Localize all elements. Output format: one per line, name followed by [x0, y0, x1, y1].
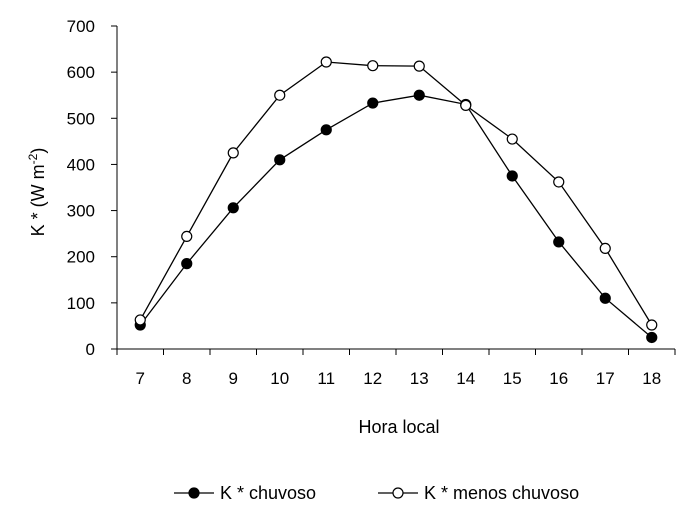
y-axis-title-close: ): [28, 148, 48, 154]
y-tick-label: 400: [67, 155, 95, 174]
x-tick-label: 17: [596, 369, 615, 388]
data-point: [134, 314, 146, 326]
y-axis-title-main: K * (W m: [28, 164, 48, 236]
y-axis-title-superscript: -2: [26, 153, 40, 164]
data-point: [646, 319, 658, 331]
legend: K * chuvoso K * menos chuvoso: [174, 483, 579, 503]
legend-label: K * chuvoso: [220, 483, 316, 503]
x-tick-label: 14: [456, 369, 475, 388]
y-axis-title: K * (W m-2): [26, 148, 48, 237]
x-tick-label: 18: [642, 369, 661, 388]
data-point: [506, 133, 518, 145]
series-layer: [134, 56, 658, 344]
legend-marker: [392, 487, 404, 499]
series-line: [139, 94, 653, 338]
data-point: [274, 89, 286, 101]
legend-item: K * menos chuvoso: [378, 483, 579, 503]
data-point: [506, 170, 518, 182]
y-tick-label: 700: [67, 17, 95, 36]
x-tick-label: 7: [136, 369, 145, 388]
data-point: [599, 292, 611, 304]
x-tick-label: 12: [363, 369, 382, 388]
series-1: [134, 89, 658, 344]
y-tick-label: 200: [67, 248, 95, 267]
data-point: [599, 242, 611, 255]
y-tick-label: 600: [67, 63, 95, 82]
data-point: [646, 331, 658, 344]
data-point: [367, 60, 379, 72]
series-2: [134, 56, 658, 331]
x-tick-label: 15: [503, 369, 522, 388]
y-tick-label: 300: [67, 202, 95, 221]
data-point: [413, 89, 425, 101]
x-tick-label: 9: [229, 369, 238, 388]
y-tick-label: 0: [86, 340, 95, 359]
data-point: [181, 230, 193, 243]
data-point: [320, 56, 332, 68]
y-tick-label: 500: [67, 109, 95, 128]
data-point: [227, 147, 239, 159]
data-point: [367, 97, 379, 109]
x-ticks: 7 8 9 10 11 12 13 14 15 16 17 18: [116, 349, 676, 388]
data-point: [553, 176, 565, 188]
x-tick-label: 10: [270, 369, 289, 388]
series-line: [139, 61, 653, 326]
x-tick-label: 16: [549, 369, 568, 388]
x-tick-label: 11: [317, 369, 335, 388]
data-point: [460, 99, 472, 111]
data-point: [274, 154, 286, 166]
legend-item: K * chuvoso: [174, 483, 316, 503]
y-ticks: 0 100 200 300 400 500 600 700: [67, 17, 117, 359]
data-point: [181, 258, 193, 270]
legend-label: K * menos chuvoso: [424, 483, 579, 503]
x-tick-label: 8: [182, 369, 191, 388]
data-point: [553, 236, 565, 248]
data-point: [413, 60, 425, 72]
axes: [116, 26, 675, 350]
y-tick-label: 100: [67, 294, 95, 313]
data-point: [227, 202, 239, 214]
data-point: [320, 124, 332, 136]
legend-marker: [188, 487, 200, 499]
x-tick-label: 13: [410, 369, 429, 388]
x-axis-title: Hora local: [358, 417, 439, 437]
